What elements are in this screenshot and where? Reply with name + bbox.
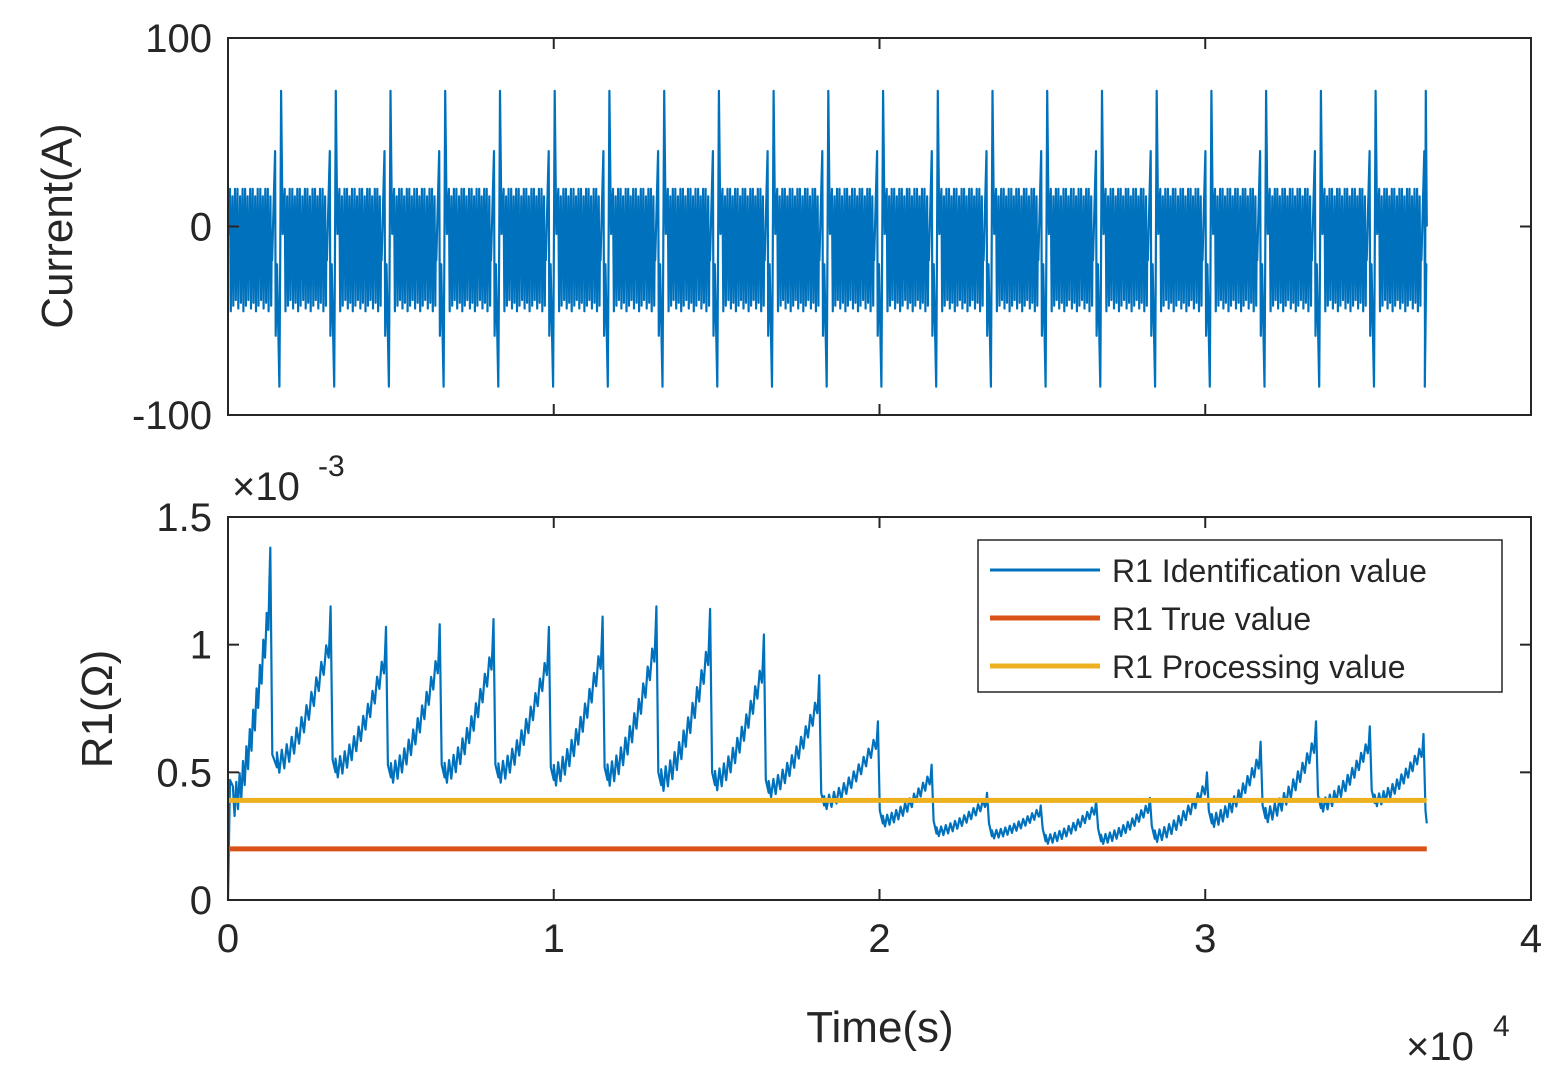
current-series-line	[226, 89, 1428, 388]
current-plot-area	[226, 89, 1428, 388]
current-y-tick-label: 0	[190, 206, 212, 250]
legend: R1 Identification value R1 True value R1…	[977, 539, 1503, 693]
r1-y-axis-label: R1(Ω)	[73, 650, 122, 768]
current-axes-box	[227, 37, 1532, 416]
x-multiplier-base: ×10	[1406, 1025, 1474, 1069]
r1-plot-area	[226, 546, 1428, 901]
r1-x-tick-label: 3	[1194, 917, 1216, 961]
x-multiplier-exponent: 4	[1493, 1010, 1510, 1043]
current-y-tick-label: 100	[145, 17, 212, 61]
r1-x-tick-label: 2	[868, 917, 890, 961]
current-y-tick-label: -100	[132, 394, 212, 438]
r1-axes: 0 1 2 3 4 0 0.5 1 1.5 R1(Ω) Time(s) ×10 -3 ×10 4…	[73, 450, 1542, 1069]
r1-y-multiplier-base: ×10	[232, 465, 300, 509]
r1-x-tick-label: 4	[1520, 917, 1542, 961]
x-multiplier: ×10 4	[1406, 1010, 1510, 1069]
r1-x-tick-label: 0	[217, 917, 239, 961]
r1-y-tick-label: 0.5	[156, 751, 212, 795]
r1-y-tick-label: 0	[190, 879, 212, 923]
legend-label-processing: R1 Processing value	[1112, 649, 1405, 685]
x-axis-label: Time(s)	[806, 1003, 953, 1052]
r1-axes-box	[227, 516, 1532, 901]
r1-x-tick-label: 1	[543, 917, 565, 961]
legend-label-true: R1 True value	[1112, 601, 1311, 637]
r1-y-multiplier-exponent: -3	[318, 450, 345, 483]
current-axes: -100 0 100 Current(A)	[33, 17, 1532, 438]
current-y-axis-label: Current(A)	[33, 123, 82, 328]
r1-ticks: 0 1 2 3 4 0 0.5 1 1.5	[156, 496, 1542, 961]
r1-y-tick-label: 1	[190, 624, 212, 668]
r1-y-tick-label: 1.5	[156, 496, 212, 540]
legend-label-identification: R1 Identification value	[1112, 553, 1427, 589]
r1-y-multiplier: ×10 -3	[232, 450, 345, 509]
